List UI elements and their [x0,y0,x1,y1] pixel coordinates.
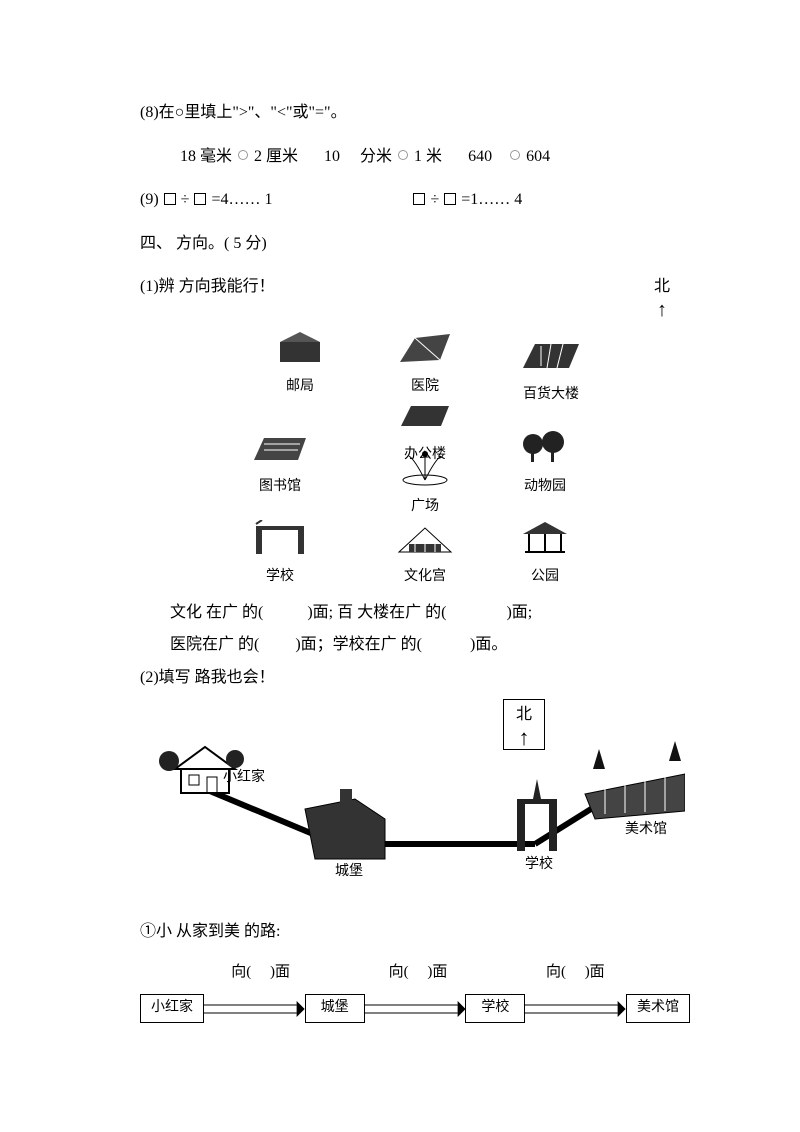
q9-row: (9) ÷ =4…… 1 ÷ =1…… 4 [140,187,690,213]
q8-c1-right: 2 厘米 [254,148,298,165]
q8-c2-left: 10 [324,148,340,165]
place-school: 学校 [240,520,320,589]
fountain-icon [395,450,455,486]
route-map: 北 ↑ [145,699,685,889]
building-icon [395,520,455,556]
compare-circle[interactable] [398,150,408,160]
building-icon [395,398,455,434]
flow-box-museum: 美术馆 [626,994,690,1022]
building-icon [270,330,330,366]
arrow-right-icon [204,1000,305,1018]
building-icon [395,330,455,366]
section4-title: 四、 方向。( 5 分) [140,231,690,257]
castle-icon [305,789,385,859]
route-direction-labels: 向( )面 向( )面 向( )面 [140,960,690,984]
q9-label: (9) [140,191,159,208]
blank-square[interactable] [444,193,456,205]
section4-sub1: (1)辨 方向我能行！ [140,274,275,300]
arrow-right-icon [365,1000,466,1018]
q8-c1-left: 18 毫米 [180,148,232,165]
label-museum: 美术馆 [625,819,667,841]
place-culture-palace: 文化宫 [385,520,465,589]
section4-sub2: (2)填写 路我也会！ [140,665,690,691]
place-post-office: 邮局 [260,330,340,399]
place-park: 公园 [505,520,585,589]
label-school: 学校 [525,854,553,876]
route-title: ①小 从家到美 的路: [140,919,690,945]
fill-line2: 医院在广 的( )面；学校在广 的( )面。 [140,632,690,658]
blank-square[interactable] [413,193,425,205]
place-department-store: 百货大楼 [511,338,591,407]
blank-square[interactable] [194,193,206,205]
north-indicator: 北 ↑ [654,274,670,320]
arrow-up-icon: ↑ [654,300,670,320]
q9-e1: =4…… 1 [211,191,272,208]
pavilion-icon [515,520,575,556]
q8-c3-left: 640 [468,148,492,165]
fill-line1: 文化 在广 的( )面; 百 大楼在广 的( )面; [140,600,690,626]
blank-square[interactable] [164,193,176,205]
flow-box-school: 学校 [465,994,525,1022]
label-home: 小红家 [223,767,265,789]
place-hospital: 医院 [385,330,465,399]
direction-map: 邮局 医院 百货大楼 图书馆 办公楼 广场 动物园 学校 文化宫 公园 [185,320,645,590]
building-icon [250,430,310,466]
gate-icon [250,520,310,556]
trees-icon [515,430,575,466]
q8-c2-right: 1 米 [414,148,442,165]
arrow-right-icon [525,1000,626,1018]
place-plaza: 广场 [385,450,465,519]
compare-circle[interactable] [510,150,520,160]
flow-box-home: 小红家 [140,994,204,1022]
q8-c2-mid: 分米 [360,148,392,165]
q8-comparisons: 18 毫米 2 厘米 10 分米 1 米 640 604 [140,144,690,170]
compare-circle[interactable] [238,150,248,160]
north-label: 北 [654,274,670,300]
q8-prompt: (8)在○里填上">"、"<"或"="。 [140,100,690,126]
label-castle: 城堡 [335,861,363,883]
route-flow: 小红家 城堡 学校 美术馆 [140,994,690,1022]
place-library: 图书馆 [240,430,320,499]
flow-box-castle: 城堡 [305,994,365,1022]
q8-c3-right: 604 [526,148,550,165]
museum-icon [585,741,685,819]
place-zoo: 动物园 [505,430,585,499]
q9-e2: =1…… 4 [461,191,522,208]
building-icon [521,338,581,374]
